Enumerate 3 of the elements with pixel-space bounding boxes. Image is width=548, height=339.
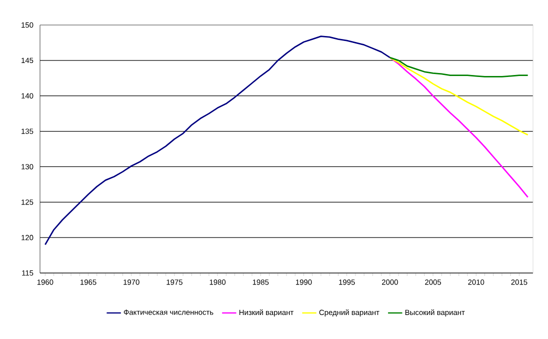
line-series <box>389 56 529 136</box>
line-series <box>389 56 529 198</box>
line-series <box>44 36 391 246</box>
